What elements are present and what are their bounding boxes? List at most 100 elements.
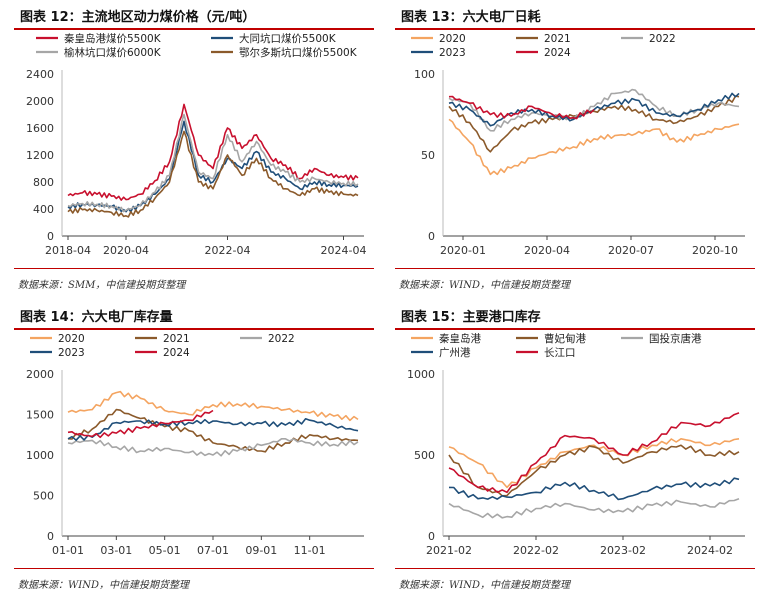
source-divider (395, 268, 755, 269)
x-tick-label: 2021-02 (426, 544, 472, 557)
legend-item: 2021 (516, 33, 571, 45)
x-tick-label: 2020-04 (103, 244, 149, 257)
legend-label: 2020 (58, 333, 85, 345)
legend-item: 秦皇岛港煤价5500K (36, 32, 162, 45)
y-tick-label: 1200 (26, 149, 54, 162)
legend-item: 2020 (411, 33, 466, 45)
x-tick-label: 03-01 (100, 544, 132, 557)
x-tick-label: 07-01 (197, 544, 229, 557)
legend-label: 2022 (649, 33, 676, 45)
legend-label: 曹妃甸港 (544, 332, 586, 345)
y-tick-label: 2400 (26, 68, 54, 81)
legend-label: 2023 (58, 347, 85, 359)
legend-label: 大同坑口煤价5500K (239, 32, 337, 45)
source-divider (14, 268, 374, 269)
legend-item: 长江口 (516, 347, 576, 359)
series-0-line (67, 390, 359, 422)
legend-item: 国投京唐港 (621, 332, 702, 345)
series-2-line (67, 438, 359, 457)
legend-item: 2024 (516, 47, 571, 59)
plant-inventory-chart: 2020 2021 2022 2023 2024 0 500 1000 1500 2000 01-0… (26, 333, 364, 557)
y-tick-label: 800 (33, 176, 54, 189)
title-divider (395, 328, 755, 330)
legend-item: 2022 (621, 33, 676, 45)
y-tick-label: 500 (414, 449, 435, 462)
chart-title: 图表 13：六大电厂日耗 (401, 10, 541, 25)
y-tick-label: 2000 (26, 95, 54, 108)
legend-item: 2021 (135, 333, 190, 345)
y-tick-label: 1000 (26, 449, 54, 462)
legend-label: 榆林坑口煤价6000K (64, 46, 162, 59)
series-2-line (67, 113, 359, 213)
y-tick-label: 50 (421, 149, 435, 162)
legend-label: 2020 (439, 33, 466, 45)
y-tick-label: 0 (428, 230, 435, 243)
x-tick-label: 2022-04 (205, 244, 251, 257)
series-0-line (67, 103, 359, 201)
y-tick-label: 0 (47, 230, 54, 243)
legend-item: 广州港 (411, 347, 471, 359)
legend-label: 国投京唐港 (649, 332, 702, 345)
y-tick-label: 1000 (407, 368, 435, 381)
legend-item: 2023 (411, 47, 466, 59)
y-tick-label: 400 (33, 203, 54, 216)
daily-consumption-chart: 2020 2021 2022 2023 2024 0 50 100 2020-01 2020-04… (411, 33, 745, 257)
x-tick-label: 2018-04 (45, 244, 91, 257)
chart-title: 图表 15：主要港口库存 (401, 310, 541, 325)
legend-label: 2024 (544, 47, 571, 59)
chart-title: 图表 14：六大电厂库存量 (20, 310, 173, 325)
series-0-line (448, 118, 740, 176)
series-3-line (67, 130, 359, 218)
legend-label: 2024 (163, 347, 190, 359)
x-tick-label: 2020-07 (608, 244, 654, 257)
legend-label: 2023 (439, 47, 466, 59)
chart-title: 图表 12：主流地区动力煤价格（元/吨） (20, 10, 256, 25)
title-divider (14, 28, 374, 30)
x-tick-label: 09-01 (245, 544, 277, 557)
x-tick-label: 05-01 (149, 544, 181, 557)
y-tick-label: 100 (414, 68, 435, 81)
source-note: 数据来源：SMM，中信建投期货整理 (18, 280, 186, 291)
legend-label: 广州港 (439, 347, 471, 359)
source-note: 数据来源：WIND，中信建投期货整理 (399, 280, 570, 291)
series-0-line (448, 438, 740, 489)
title-divider (395, 28, 755, 30)
source-divider (14, 568, 374, 569)
series-4-line (448, 95, 595, 120)
legend-item: 曹妃甸港 (516, 332, 586, 345)
x-tick-label: 2020-04 (524, 244, 570, 257)
series-1-line (448, 95, 740, 153)
legend-item: 榆林坑口煤价6000K (36, 46, 162, 59)
legend-item: 2023 (30, 347, 85, 359)
source-note: 数据来源：WIND，中信建投期货整理 (18, 580, 189, 591)
series-3-line (67, 418, 359, 441)
x-tick-label: 2023-02 (600, 544, 646, 557)
coal-price-chart: 秦皇岛港煤价5500K 大同坑口煤价5500K 榆林坑口煤价6000K 鄂尔多斯坑口煤… (26, 32, 367, 257)
series-3-line (448, 477, 740, 501)
series-2-line (448, 497, 740, 519)
legend-item: 秦皇岛港 (411, 332, 481, 345)
legend-item: 2024 (135, 347, 190, 359)
y-tick-label: 1600 (26, 122, 54, 135)
source-note: 数据来源：WIND，中信建投期货整理 (399, 580, 570, 591)
x-tick-label: 11-01 (294, 544, 326, 557)
legend-label: 2021 (544, 33, 571, 45)
legend-label: 长江口 (544, 347, 576, 359)
y-tick-label: 500 (33, 490, 54, 503)
y-tick-label: 2000 (26, 368, 54, 381)
chart-panel-plant-inventory: 图表 14：六大电厂库存量 2020 2021 2022 2023 2024 0 500 10… (0, 300, 380, 599)
x-tick-label: 2024-02 (687, 544, 733, 557)
y-tick-label: 1500 (26, 409, 54, 422)
x-tick-label: 2024-04 (321, 244, 367, 257)
legend-label: 2021 (163, 333, 190, 345)
legend-item: 2020 (30, 333, 85, 345)
legend-item: 鄂尔多斯坑口煤价5500K (211, 46, 358, 59)
chart-panel-coal-price: 图表 12：主流地区动力煤价格（元/吨） 秦皇岛港煤价5500K 大同坑口煤价55… (0, 0, 380, 299)
y-tick-label: 0 (47, 530, 54, 543)
legend-item: 大同坑口煤价5500K (211, 32, 337, 45)
legend-label: 2022 (268, 333, 295, 345)
source-divider (395, 568, 755, 569)
x-tick-label: 2020-01 (440, 244, 486, 257)
legend-label: 鄂尔多斯坑口煤价5500K (239, 46, 358, 59)
